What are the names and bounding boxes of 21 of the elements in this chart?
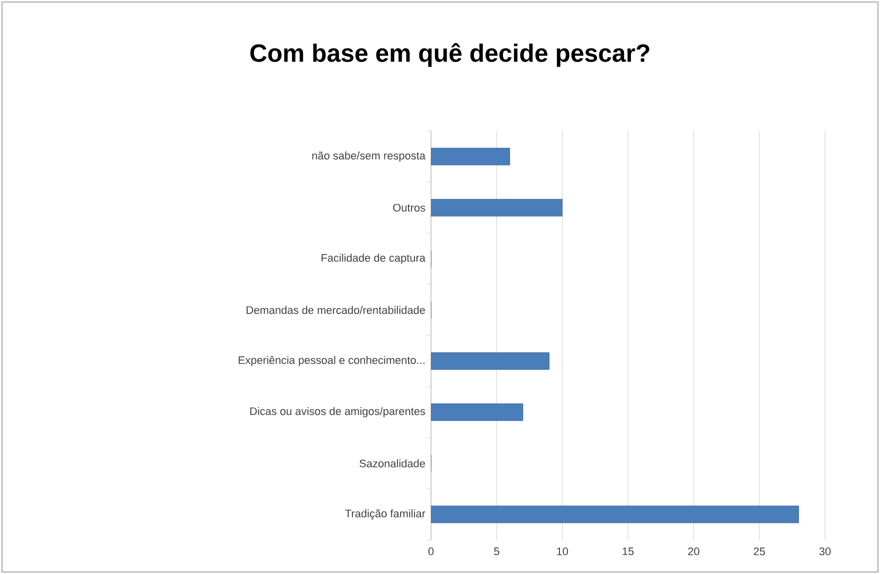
bar [431,198,563,216]
bar [431,506,799,524]
x-tick-label: 20 [688,548,700,556]
chart-title: Com base em quê decide pescar? [250,43,650,67]
x-tick-label: 5 [494,548,500,556]
y-tick-label: Outros [393,204,426,212]
y-tick-label: Experiência pessoal e conhecimento... [238,356,424,366]
y-tick-label: Sazonalidade [360,459,425,468]
bar [431,352,550,370]
bar [431,403,524,421]
x-tick-label: 30 [819,548,831,556]
y-tick-label: Dicas ou avisos de amigos/parentes [250,407,426,418]
x-tick-label: 15 [622,548,634,556]
x-tick-label: 0 [428,548,434,556]
x-tick-label: 10 [557,548,568,556]
bar [431,148,510,166]
x-tick-label: 25 [754,548,765,556]
y-tick-label: não sabe/sem resposta [312,151,426,162]
y-tick-label: Facilidade de captura [322,254,426,264]
y-tick-label: Demandas de mercado/rentabilidade [246,306,425,314]
y-tick-label: Tradição familiar [345,509,426,520]
